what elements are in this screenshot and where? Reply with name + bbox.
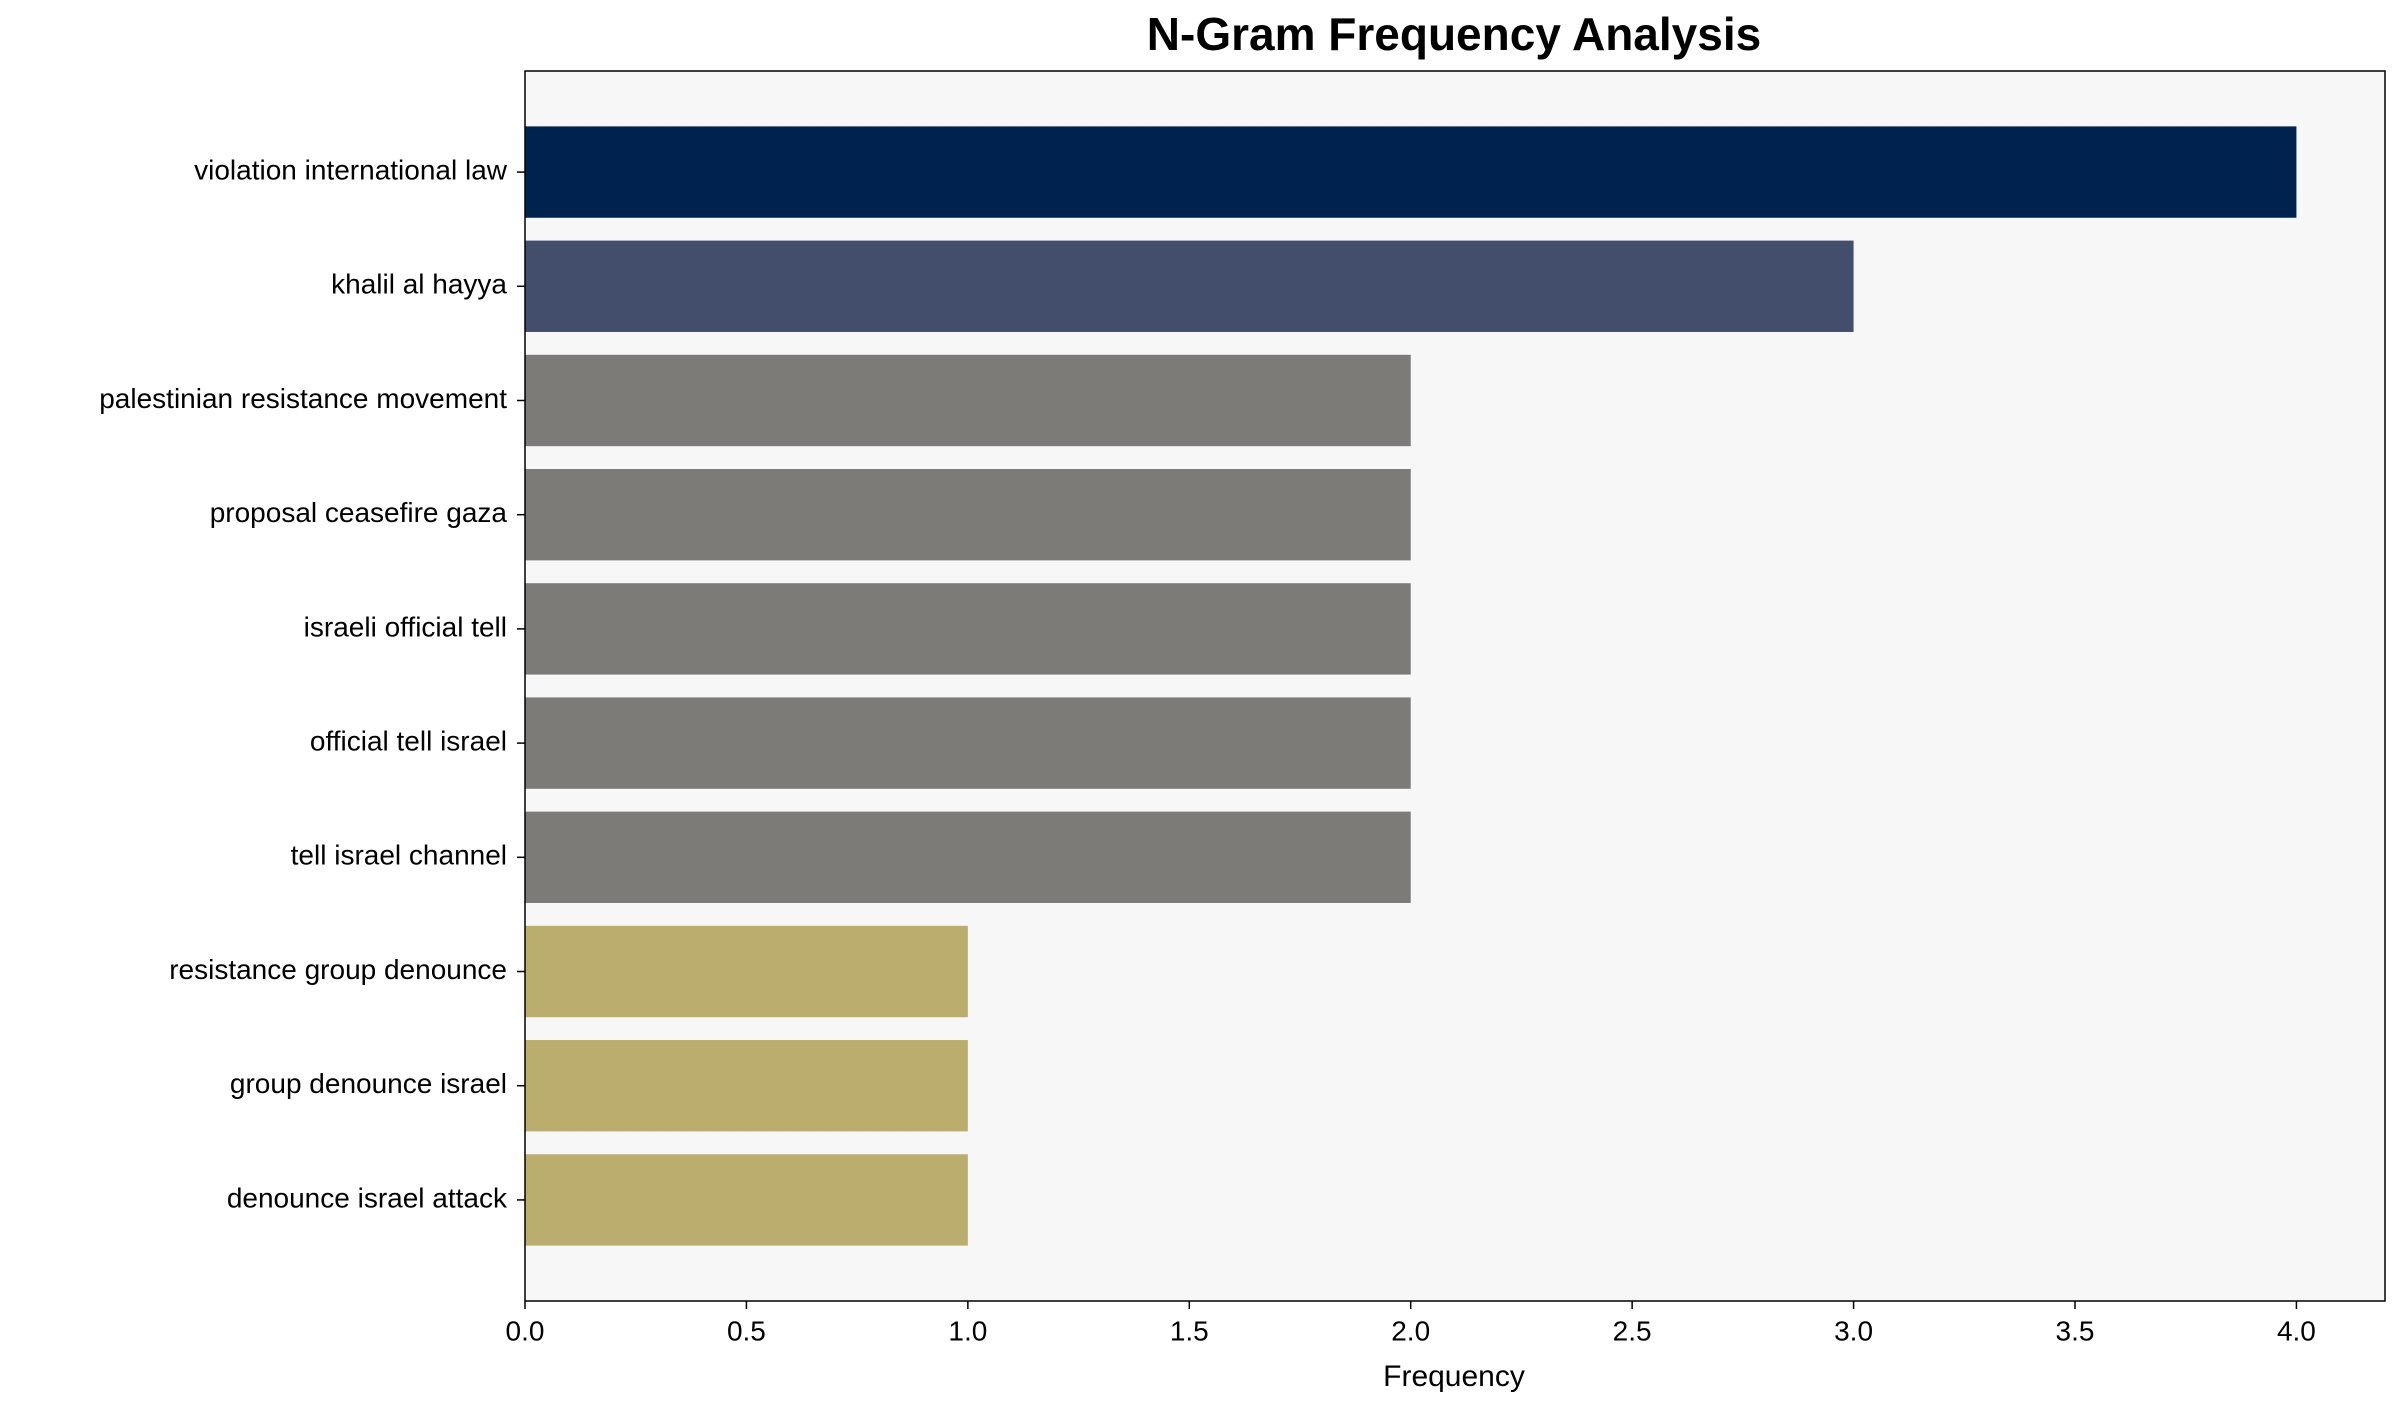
bar xyxy=(525,1040,968,1132)
x-tick-label: 0.0 xyxy=(506,1315,545,1346)
y-tick-label: denounce israel attack xyxy=(227,1182,508,1213)
x-tick-label: 3.5 xyxy=(2056,1315,2095,1346)
y-tick-label: tell israel channel xyxy=(291,840,507,871)
bar xyxy=(525,469,1411,561)
x-tick-label: 2.5 xyxy=(1613,1315,1652,1346)
y-tick-label: group denounce israel xyxy=(230,1068,507,1099)
plot-frame xyxy=(524,70,2386,1302)
x-tick-label: 1.0 xyxy=(948,1315,987,1346)
bar xyxy=(525,126,2297,218)
bar xyxy=(525,1154,968,1246)
y-tick-label: resistance group denounce xyxy=(169,954,507,985)
x-tick-label: 0.5 xyxy=(727,1315,766,1346)
x-axis-label: Frequency xyxy=(1383,1360,1525,1393)
x-tick-label: 3.0 xyxy=(1834,1315,1873,1346)
y-tick-label: israeli official tell xyxy=(304,611,507,642)
bar xyxy=(525,354,1411,447)
y-tick-label: violation international law xyxy=(194,154,508,185)
bar xyxy=(525,583,1411,675)
bar xyxy=(525,697,1411,789)
x-tick-label: 1.5 xyxy=(1170,1315,1209,1346)
y-tick-label: official tell israel xyxy=(310,725,507,756)
y-tick-label: proposal ceasefire gaza xyxy=(210,497,508,528)
y-tick-label: palestinian resistance movement xyxy=(99,383,507,414)
x-tick-label: 2.0 xyxy=(1391,1315,1430,1346)
y-tick-label: khalil al hayya xyxy=(331,269,507,300)
x-tick-label: 4.0 xyxy=(2277,1315,2316,1346)
bar xyxy=(525,811,1411,903)
chart-title: N-Gram Frequency Analysis xyxy=(1147,8,1761,60)
bar xyxy=(525,925,968,1018)
bar xyxy=(525,240,1854,332)
